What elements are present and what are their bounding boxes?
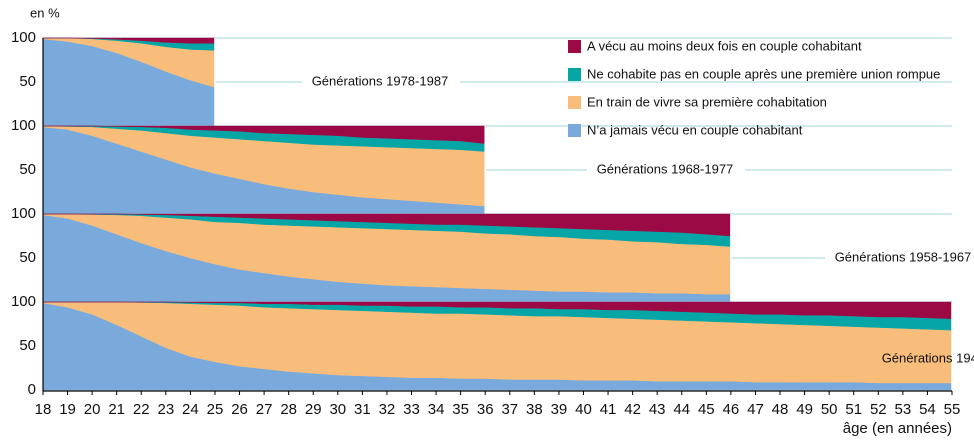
- y-tick-label: 50: [19, 161, 36, 178]
- x-tick-label: 45: [698, 401, 715, 418]
- legend-label: A vécu au moins deux fois en couple coha…: [587, 38, 862, 53]
- x-tick-label: 55: [944, 401, 961, 418]
- x-tick-label: 27: [256, 401, 273, 418]
- label-bg: [302, 73, 460, 91]
- x-tick-label: 53: [895, 401, 912, 418]
- x-tick-label: 28: [280, 401, 297, 418]
- y-tick-label: 50: [19, 73, 36, 90]
- x-tick-label: 36: [477, 401, 494, 418]
- legend-label: N’a jamais vécu en couple cohabitant: [587, 122, 803, 137]
- x-tick-label: 32: [379, 401, 396, 418]
- x-tick-label: 30: [329, 401, 346, 418]
- legend-swatch: [568, 40, 581, 53]
- legend-swatch: [568, 96, 581, 109]
- y-tick-label: 100: [11, 117, 36, 134]
- x-tick-label: 43: [649, 401, 666, 418]
- x-tick-label: 44: [673, 401, 690, 418]
- x-tick-label: 38: [526, 401, 543, 418]
- x-tick-label: 23: [157, 401, 174, 418]
- x-tick-label: 19: [59, 401, 76, 418]
- x-tick-label: 40: [575, 401, 592, 418]
- x-tick-label: 21: [108, 401, 125, 418]
- legend-label: Ne cohabite pas en couple après une prem…: [587, 66, 940, 81]
- y-tick-label: 100: [11, 205, 36, 222]
- x-tick-label: 50: [821, 401, 838, 418]
- panel-label: Générations 1958-1967: [835, 249, 972, 264]
- y-tick-label: 100: [11, 293, 36, 310]
- y-tick-label: 50: [19, 249, 36, 266]
- x-tick-label: 31: [354, 401, 371, 418]
- y-tick-label: 0: [28, 381, 36, 398]
- x-tick-label: 37: [501, 401, 518, 418]
- x-tick-label: 39: [551, 401, 568, 418]
- x-tick-label: 52: [870, 401, 887, 418]
- y-tick-label: 100: [11, 29, 36, 46]
- legend-swatch: [568, 124, 581, 137]
- legend-label: En train de vivre sa première cohabitati…: [587, 94, 827, 109]
- y-tick-label: 50: [19, 337, 36, 354]
- x-tick-label: 49: [796, 401, 813, 418]
- x-tick-label: 22: [133, 401, 150, 418]
- x-tick-label: 42: [624, 401, 641, 418]
- y-axis-label: en %: [30, 5, 60, 20]
- panel-label: Générations 1948-1957: [882, 350, 974, 365]
- panel-label: Générations 1978-1987: [312, 73, 449, 88]
- x-tick-label: 41: [600, 401, 617, 418]
- x-tick-label: 47: [747, 401, 764, 418]
- x-axis-label: âge (en années): [843, 420, 952, 437]
- x-tick-label: 54: [919, 401, 936, 418]
- x-tick-label: 24: [182, 401, 199, 418]
- x-tick-label: 46: [723, 401, 740, 418]
- x-tick-label: 18: [35, 401, 52, 418]
- x-tick-label: 48: [772, 401, 789, 418]
- x-tick-label: 35: [452, 401, 469, 418]
- x-tick-label: 34: [428, 401, 445, 418]
- x-tick-label: 26: [231, 401, 248, 418]
- label-bg: [587, 161, 745, 179]
- legend-swatch: [568, 68, 581, 81]
- x-tick-label: 51: [845, 401, 862, 418]
- x-tick-label: 20: [84, 401, 101, 418]
- label-bg: [825, 249, 974, 267]
- x-tick-label: 29: [305, 401, 322, 418]
- x-tick-label: 33: [403, 401, 420, 418]
- x-tick-label: 25: [207, 401, 224, 418]
- panel-label: Générations 1968-1977: [597, 161, 734, 176]
